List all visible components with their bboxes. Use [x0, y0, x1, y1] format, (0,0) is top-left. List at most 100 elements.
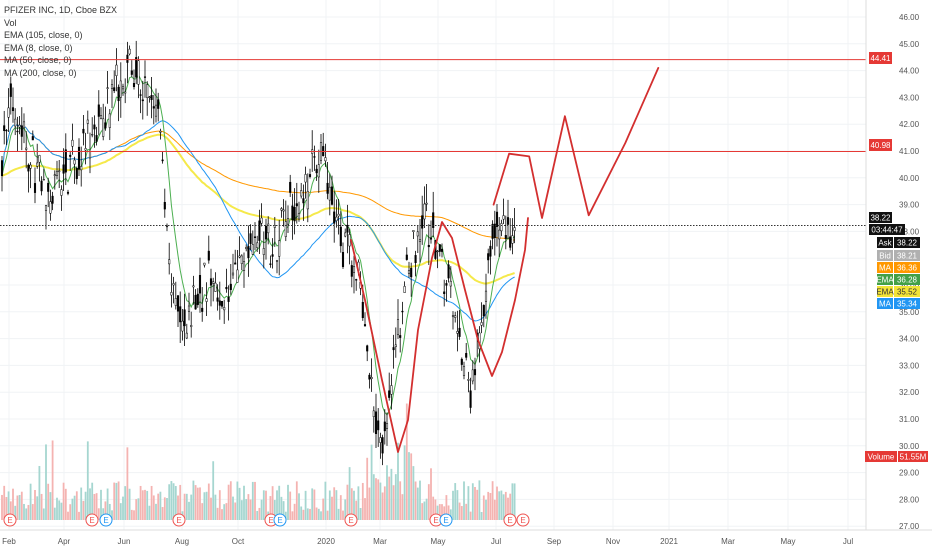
candle-body: [251, 244, 254, 255]
earnings-marker[interactable]: E: [85, 513, 99, 527]
volume-bar: [60, 502, 63, 520]
ask-tag: Ask 38.22: [877, 237, 920, 248]
volume-bar: [405, 403, 408, 520]
volume-bar: [25, 508, 28, 520]
earnings-marker[interactable]: E: [503, 513, 517, 527]
volume-bar: [401, 494, 404, 520]
candle-body: [143, 76, 147, 78]
hand-drawn-projection[interactable]: [350, 67, 660, 453]
earnings-marker[interactable]: E: [99, 513, 113, 527]
legend-ema105[interactable]: EMA (105, close, 0): [4, 30, 83, 40]
earnings-marker[interactable]: E: [172, 513, 186, 527]
candle-body: [361, 301, 364, 319]
candle-body: [284, 221, 287, 237]
candle-body: [238, 255, 241, 258]
candle-body: [132, 83, 136, 88]
earnings-marker[interactable]: E: [3, 513, 17, 527]
projection-drawing[interactable]: [492, 67, 660, 219]
price-tick-label: 31.00: [899, 415, 920, 424]
candle-body: [121, 86, 125, 90]
candle-body: [467, 379, 470, 381]
volume-bar: [124, 486, 127, 520]
volume-bar: [238, 487, 241, 520]
legend-ma200[interactable]: MA (200, close, 0): [4, 67, 77, 78]
volume-bar: [20, 491, 23, 520]
candle-body: [399, 335, 402, 338]
chart-legend[interactable]: PFIZER INC, 1D, Cboe BZX Vol EMA (105, c…: [4, 4, 117, 79]
time-tick-label: 2020: [317, 537, 335, 546]
candle-body: [86, 119, 89, 124]
candle-body: [458, 327, 461, 337]
earnings-marker[interactable]: E: [273, 513, 287, 527]
candle-body: [335, 216, 338, 221]
svg-text:38.22: 38.22: [897, 239, 918, 248]
volume-bar: [322, 498, 325, 520]
candle-body: [14, 118, 17, 127]
volume-bar: [111, 510, 113, 520]
volume-bar: [113, 482, 116, 520]
svg-text:MA: MA: [879, 300, 892, 309]
volume-bar: [148, 505, 151, 520]
candle-body: [192, 285, 195, 288]
volume-bar: [51, 440, 54, 520]
candle-body: [75, 167, 78, 179]
svg-text:35.52: 35.52: [897, 288, 918, 297]
volume-bar: [78, 511, 80, 520]
volume-bar: [474, 486, 476, 520]
earnings-marker[interactable]: E: [344, 513, 358, 527]
time-axis[interactable]: Feb Apr Jun Aug Oct 2020 Mar May Jul Sep Nov 2021 Ma…: [0, 529, 932, 546]
volume-bar: [205, 491, 208, 520]
volume-bar: [236, 481, 239, 520]
earnings-marker[interactable]: E: [439, 513, 453, 527]
candle-body: [247, 246, 250, 259]
price-tick-label: 32.00: [899, 388, 920, 397]
candle-body: [401, 310, 404, 313]
price-tick-label: 45.00: [899, 40, 920, 49]
legend-volume[interactable]: Vol: [4, 17, 17, 28]
candle-body: [97, 104, 100, 117]
candle-body: [506, 217, 510, 225]
candle-body: [141, 99, 144, 102]
svg-text:40.98: 40.98: [870, 141, 891, 150]
volume-bar: [287, 484, 289, 520]
earnings-marker[interactable]: E: [264, 513, 278, 527]
candle-body: [29, 164, 32, 169]
candle-body: [58, 170, 61, 173]
earnings-marker-label: E: [89, 516, 94, 525]
volume-bar: [62, 482, 65, 520]
legend-ema8[interactable]: EMA (8, close, 0): [4, 42, 73, 53]
candle-body: [3, 125, 6, 131]
head-shoulders-drawing[interactable]: [350, 217, 529, 453]
volume-bar: [210, 497, 212, 520]
volume-bar: [157, 493, 160, 520]
symbol-title[interactable]: PFIZER INC, 1D, Cboe BZX: [4, 5, 118, 15]
candle-body: [172, 283, 175, 286]
candle-body: [396, 319, 400, 335]
candle-body: [253, 236, 257, 238]
volume-bar: [245, 499, 248, 520]
candle-body: [445, 283, 448, 286]
earnings-marker[interactable]: E: [516, 513, 530, 527]
volume-bar: [333, 487, 336, 520]
volume-bar: [487, 491, 490, 520]
volume-bar: [302, 509, 305, 520]
candle-body: [148, 96, 151, 98]
volume-bar: [498, 491, 501, 520]
volume-bar: [214, 494, 217, 520]
horizontal-lines[interactable]: [0, 59, 866, 227]
candle-body: [374, 411, 378, 434]
candle-body: [394, 344, 397, 347]
price-tick-label: 43.00: [899, 93, 920, 102]
legend-ma50[interactable]: MA (50, close, 0): [4, 55, 72, 65]
volume-bar: [432, 496, 435, 520]
candle-body: [313, 156, 316, 158]
price-tick-label: 46.00: [899, 13, 920, 22]
price-tick-label: 41.00: [899, 147, 920, 156]
volume-bar: [419, 480, 421, 520]
volume-bar: [489, 493, 492, 520]
candle-body: [128, 48, 131, 55]
candle-body: [308, 174, 312, 177]
volume-bar: [100, 489, 102, 520]
